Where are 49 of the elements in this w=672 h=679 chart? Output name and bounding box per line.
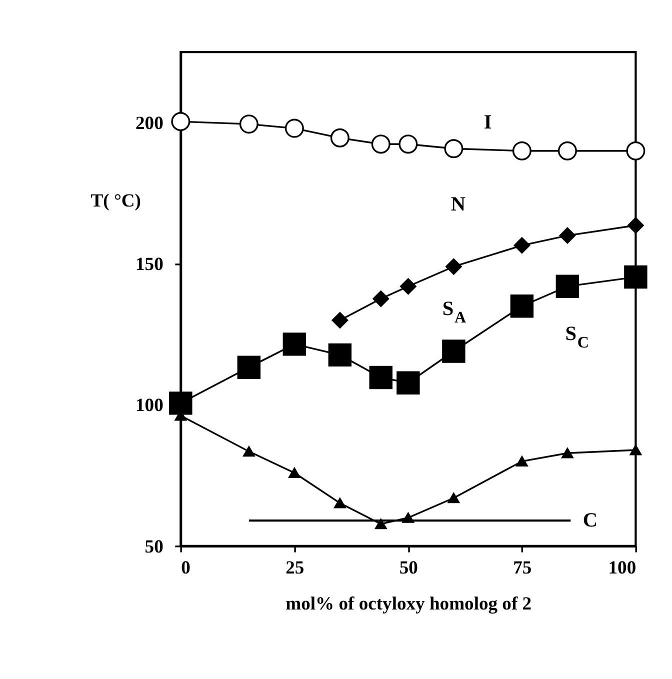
point [237,356,261,379]
x-tick-label: 50 [399,557,418,578]
point [556,274,580,298]
point [630,444,642,456]
point [328,343,352,367]
point [375,518,387,530]
point [334,498,346,508]
annotation: N [450,194,466,216]
point [282,332,306,356]
y-tick-label: 100 [136,395,164,416]
annotation: I [484,112,492,134]
x-tick-label: 25 [286,557,304,578]
point [444,139,464,158]
point [624,265,648,289]
point [369,366,392,390]
point [510,294,534,318]
point [514,237,530,254]
point [516,456,528,466]
y-tick-label: 150 [136,254,164,276]
point [512,141,532,160]
point [332,312,348,328]
point [239,114,258,134]
x-axis-title: mol% of octyloxy homolog of 2 [286,594,532,615]
point [372,290,390,307]
y-tick-label: 50 [144,536,164,558]
point [396,371,420,394]
y-tick-label: 200 [136,112,164,134]
point [398,134,418,154]
y-axis-title: T( °C) [90,190,141,212]
point [448,492,460,504]
point [284,118,304,138]
point [446,258,462,275]
x-tick-label: 0 [181,557,190,578]
point [626,141,646,160]
point [243,446,255,457]
point [400,278,416,294]
point [288,468,300,478]
point [559,227,576,244]
point [628,217,644,234]
point [171,112,190,132]
point [169,392,192,415]
point [558,141,577,160]
point [442,340,466,363]
annotation: C [582,510,598,532]
x-tick-label: 75 [513,557,532,578]
x-tick-label: 100 [608,557,636,578]
point [330,128,350,148]
point [562,448,574,458]
point [371,134,390,154]
